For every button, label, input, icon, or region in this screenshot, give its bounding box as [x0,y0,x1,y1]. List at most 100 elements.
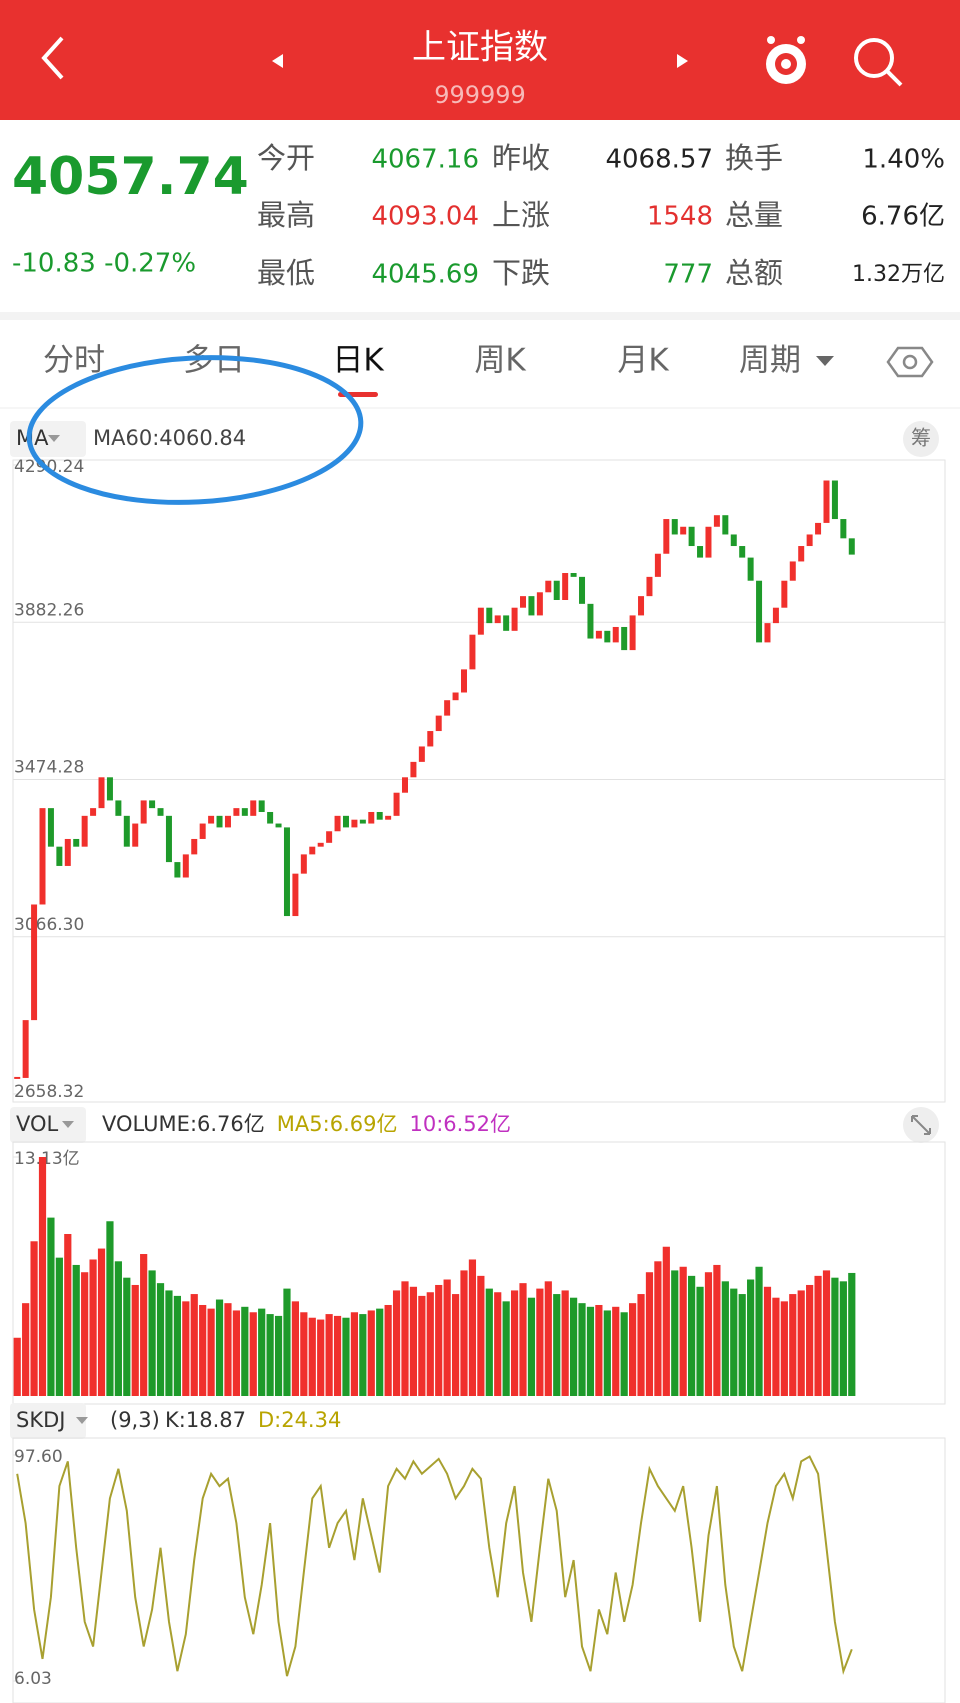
volume-bar [325,1314,333,1396]
candle [697,546,704,558]
volume-bar [738,1294,746,1396]
candle [182,854,189,878]
code: 999999 [434,81,526,109]
field-label: 上涨 [492,198,550,232]
mascot-button[interactable] [766,36,806,84]
candle [840,519,847,539]
volume-bar [814,1275,822,1396]
candle [646,576,653,597]
volume-bar [274,1315,283,1396]
volume-bar [637,1294,645,1396]
y-tick-label: 4290.24 [14,457,84,477]
candle [334,815,341,832]
candle [106,777,113,801]
next-button[interactable] [677,54,688,68]
volume-bar [97,1248,106,1396]
legend-item: 10:6.52亿 [409,1112,511,1136]
candle [831,480,838,520]
volume-bar [72,1264,80,1396]
tab[interactable]: 周K [474,343,526,379]
candle [31,904,38,1021]
candle [275,823,282,828]
title: 上证指数 [412,28,548,68]
candle [191,838,198,855]
dropdown-arrow[interactable] [62,1121,74,1128]
volume-bar [494,1292,502,1396]
search-button[interactable] [854,38,903,87]
candle [494,615,501,624]
indicator-chip[interactable] [10,1403,86,1439]
candle [848,538,855,555]
volume-bar [266,1314,274,1396]
indicator-name: SKDJ [16,1408,65,1432]
legend-item: D:24.34 [258,1408,341,1432]
volume-bar [679,1266,687,1396]
volume-bar [308,1317,316,1396]
candle [224,815,231,828]
chip-button-bg[interactable] [903,421,939,457]
settings-button[interactable] [886,346,934,378]
volume-bar [443,1279,451,1396]
candle [823,480,830,523]
candle [233,808,240,816]
indicator-chip[interactable] [10,1107,86,1143]
volume-bar [38,1157,47,1396]
volume-bar [55,1257,63,1396]
volume-bar [131,1284,139,1396]
dropdown-arrow[interactable] [48,435,60,442]
volume-bar [173,1295,181,1396]
chip-button: 筹 [911,426,931,450]
volume-bar [654,1261,662,1396]
y-tick-label: 3474.28 [14,758,84,778]
divider [0,312,960,320]
volume-bar [283,1288,291,1396]
field-value: 777 [663,260,713,290]
tab[interactable]: 月K [617,343,669,379]
volume-bar [359,1314,367,1396]
candle [612,626,619,643]
candle [587,603,594,639]
volume-bar [367,1310,375,1396]
volume-bar [510,1290,519,1396]
volume-bar [831,1277,839,1396]
volume-bar [763,1286,772,1396]
indicator-name: VOL [16,1112,59,1136]
candle [798,546,805,562]
dropdown-arrow [816,356,834,366]
volume-bar [553,1294,561,1396]
field-value: 1.40% [862,145,945,175]
dropdown-arrow[interactable] [76,1417,88,1424]
candle [216,815,223,828]
volume-bar [519,1283,527,1396]
volume-bar [789,1294,797,1396]
candle [444,700,451,716]
tab[interactable]: 分时 [43,343,105,379]
candle [22,1020,29,1078]
candle [241,808,248,816]
field-value: 4045.69 [371,260,479,290]
field-value: 1.32万亿 [852,262,945,287]
volume-bar [114,1261,122,1396]
volume-bar [30,1241,38,1396]
candle [713,515,720,527]
back-button[interactable] [41,36,64,80]
candle [317,842,324,847]
tab[interactable]: 周期 [739,343,801,379]
volume-bar [376,1308,384,1396]
volume-bar [629,1303,637,1396]
volume-bar [468,1259,477,1396]
candle [705,526,712,558]
y-tick-label: 6.03 [14,1669,52,1689]
candle [115,800,122,816]
tab[interactable]: 日K [332,343,384,379]
candle [376,811,383,820]
prev-button[interactable] [272,54,283,68]
candle [427,731,434,747]
volume-bar [207,1308,215,1396]
candle [815,522,822,535]
volume-bar [595,1304,603,1396]
candle [81,815,88,847]
legend-item: K:18.87 [165,1408,246,1432]
candle [47,808,54,847]
